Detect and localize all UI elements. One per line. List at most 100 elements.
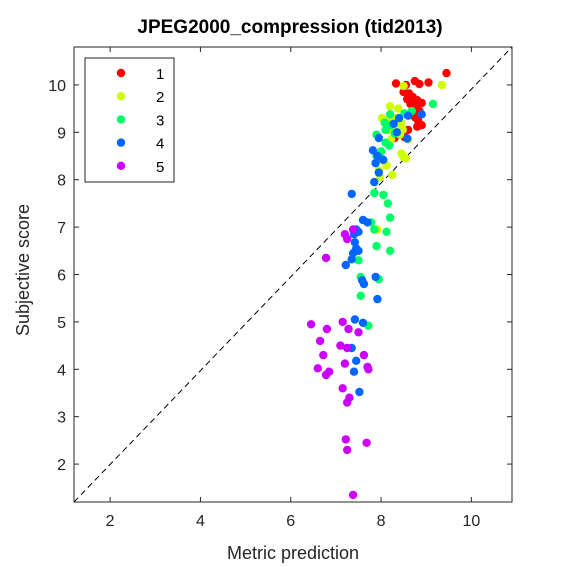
x-tick-label: 2 (106, 513, 115, 530)
data-point-series-3 (382, 227, 391, 236)
legend-marker-1 (116, 68, 126, 78)
data-point-series-4 (350, 315, 360, 324)
data-point-series-4 (349, 367, 359, 376)
reference-line-group (73, 46, 513, 503)
y-tick-label: 8 (57, 173, 66, 190)
data-point-series-4 (403, 111, 413, 120)
data-point-series-5 (348, 225, 358, 234)
data-point-series-4 (379, 155, 388, 164)
data-point-series-3 (385, 110, 395, 119)
data-point-series-4 (389, 119, 398, 128)
x-tick-label: 4 (196, 513, 205, 530)
reference-line (73, 46, 513, 503)
data-point-series-3 (372, 241, 381, 251)
x-tick-label: 6 (286, 513, 295, 530)
data-point-series-5 (321, 253, 331, 263)
data-point-series-3 (385, 213, 395, 222)
data-point-series-2 (401, 154, 411, 163)
data-point-series-3 (385, 141, 394, 150)
data-point-series-4 (374, 133, 383, 143)
data-point-series-5 (338, 317, 347, 327)
data-point-series-5 (338, 384, 347, 393)
data-point-series-5 (313, 364, 322, 373)
data-point-series-4 (347, 189, 356, 199)
y-tick-label: 10 (48, 78, 66, 95)
data-point-series-3 (379, 190, 388, 200)
legend-box (84, 57, 175, 183)
y-tick-label: 9 (57, 125, 66, 142)
legend-label-3: 3 (156, 112, 164, 129)
data-point-series-2 (394, 104, 403, 113)
data-point-series-4 (341, 260, 350, 270)
legend-label-2: 2 (156, 89, 164, 106)
legend-marker-3 (116, 115, 126, 124)
y-tick-label: 6 (57, 268, 66, 285)
data-point-series-4 (394, 113, 404, 123)
data-point-series-4 (352, 356, 361, 365)
data-point-series-4 (371, 158, 380, 168)
data-point-series-5 (321, 370, 331, 380)
data-point-series-5 (362, 438, 371, 447)
data-point-series-3 (383, 199, 392, 208)
legend: 1 2 3 4 5 (84, 57, 175, 183)
data-point-series-1 (442, 68, 451, 78)
data-point-series-5 (343, 398, 352, 407)
data-point-series-3 (354, 256, 363, 265)
data-point-series-3 (370, 188, 379, 198)
data-point-series-4 (359, 279, 369, 289)
data-point-series-5 (319, 350, 328, 360)
data-point-series-5 (359, 350, 369, 360)
data-point-series-5 (336, 341, 345, 350)
data-point-series-5 (306, 320, 316, 329)
legend-marker-2 (116, 92, 126, 101)
data-point-series-3 (356, 291, 365, 300)
data-point-series-2 (399, 81, 408, 91)
y-tick-label: 5 (57, 315, 66, 332)
data-point-series-2 (385, 102, 395, 111)
x-axis-ticks: 2 4 6 8 10 (106, 47, 480, 530)
data-point-series-3 (380, 118, 389, 128)
data-point-series-4 (373, 294, 382, 304)
data-point-series-4 (368, 146, 378, 155)
data-point-series-4 (347, 255, 356, 264)
data-point-series-5 (343, 445, 352, 455)
data-point-series-1 (417, 98, 426, 108)
data-point-series-4 (392, 128, 402, 137)
data-point-series-5 (315, 336, 325, 346)
data-point-series-5 (322, 324, 332, 334)
data-point-series-1 (413, 122, 422, 131)
data-point-series-5 (343, 234, 352, 244)
data-points (306, 68, 451, 500)
data-point-series-3 (428, 99, 438, 109)
data-point-series-4 (371, 272, 380, 282)
data-point-series-4 (363, 218, 372, 227)
y-tick-label: 2 (57, 457, 66, 474)
data-point-series-1 (424, 78, 433, 87)
data-point-series-4 (358, 318, 368, 327)
data-point-series-2 (437, 80, 447, 90)
data-point-series-4 (355, 387, 364, 397)
data-point-series-5 (348, 490, 358, 500)
data-point-series-2 (388, 170, 397, 180)
y-axis-ticks: 2 3 4 5 6 7 8 9 10 (48, 78, 512, 474)
data-point-series-3 (381, 125, 390, 135)
chart-title: JPEG2000_compression (tid2013) (137, 17, 442, 38)
y-tick-label: 4 (57, 362, 66, 379)
data-point-series-3 (370, 225, 379, 234)
legend-marker-4 (116, 138, 126, 147)
x-tick-label: 8 (377, 513, 386, 530)
x-tick-label: 10 (462, 513, 480, 530)
data-point-series-5 (364, 365, 373, 374)
x-axis-label: Metric prediction (227, 543, 359, 563)
data-point-series-4 (370, 177, 379, 187)
legend-label-1: 1 (156, 66, 164, 83)
legend-label-4: 4 (156, 136, 164, 153)
data-point-series-5 (354, 328, 363, 337)
legend-marker-5 (116, 161, 126, 170)
data-point-series-4 (403, 134, 412, 143)
data-point-series-5 (343, 343, 352, 353)
legend-label-5: 5 (156, 159, 164, 176)
y-tick-label: 7 (57, 220, 66, 237)
data-point-series-1 (391, 79, 401, 88)
data-point-series-5 (341, 435, 350, 444)
